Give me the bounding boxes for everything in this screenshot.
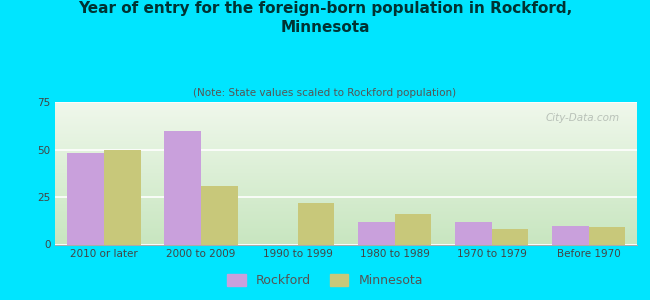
Bar	[588, 227, 625, 244]
Text: Year of entry for the foreign-born population in Rockford,
Minnesota: Year of entry for the foreign-born popul…	[78, 2, 572, 34]
Bar	[67, 153, 104, 244]
Bar	[395, 214, 432, 244]
Bar	[164, 130, 201, 244]
Bar	[298, 203, 335, 244]
Bar	[491, 229, 528, 244]
Bar	[104, 149, 140, 244]
Legend: Rockford, Minnesota: Rockford, Minnesota	[222, 269, 428, 292]
Text: City-Data.com: City-Data.com	[545, 113, 619, 123]
Text: (Note: State values scaled to Rockford population): (Note: State values scaled to Rockford p…	[194, 88, 456, 98]
Bar	[358, 222, 395, 244]
Bar	[201, 186, 237, 244]
Bar	[455, 222, 491, 244]
Bar	[552, 226, 588, 244]
